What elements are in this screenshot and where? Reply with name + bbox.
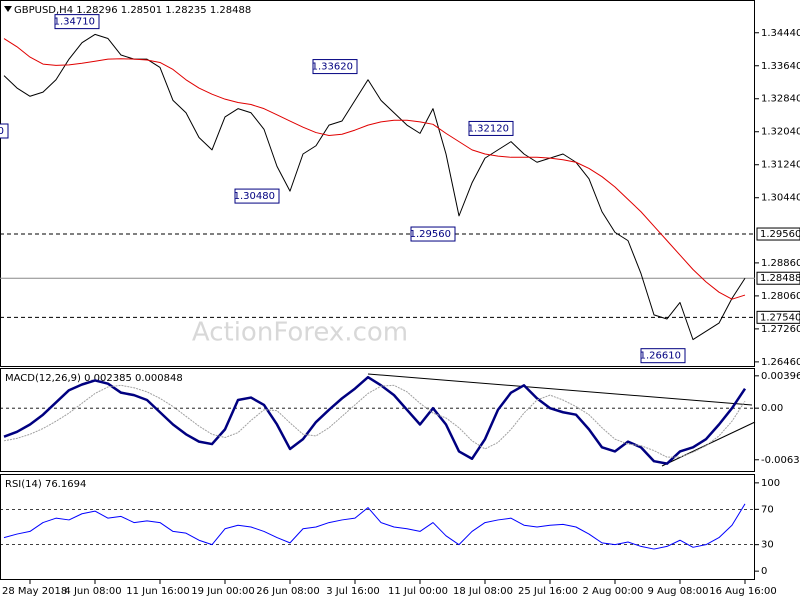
x-tick-label: 18 Jul 08:00 xyxy=(453,586,513,597)
x-tick-label: 19 Jun 00:00 xyxy=(191,586,255,597)
y-tick-label: 1.27260 xyxy=(761,324,800,335)
annotation-label: 0 xyxy=(0,126,4,137)
x-tick-label: 28 May 2018 xyxy=(2,586,67,597)
y-tick-label: 30 xyxy=(761,540,774,551)
x-tick-label: 16 Aug 16:00 xyxy=(709,586,776,597)
annotation-box xyxy=(468,120,514,136)
panel-title: RSI(14) 76.1694 xyxy=(5,479,86,490)
y-tick-label: 1.26460 xyxy=(761,357,800,368)
annotation-label: 1.26610 xyxy=(640,351,681,362)
annotation-box xyxy=(640,348,686,364)
x-tick-label: 11 Jun 16:00 xyxy=(126,586,190,597)
price-label: 1.27540 xyxy=(760,312,800,323)
panel-title: MACD(12,26,9) 0.002385 0.000848 xyxy=(5,373,183,384)
y-tick-label: 1.32840 xyxy=(761,94,800,105)
annotation-label: 1.29560 xyxy=(410,229,451,240)
x-tick-label: 4 Jun 08:00 xyxy=(64,586,121,597)
y-tick-label: 1.28860 xyxy=(761,258,800,269)
y-tick-label: 0.003964 xyxy=(761,371,800,382)
y-tick-label: -0.006324 xyxy=(761,455,800,466)
annotation-box xyxy=(312,59,358,75)
panel-frames xyxy=(0,0,755,580)
annotation-label: 1.33620 xyxy=(312,62,353,73)
annotation-label: 1.30480 xyxy=(234,191,275,202)
annotation-box xyxy=(410,226,456,242)
price-panel xyxy=(0,0,755,367)
y-tick-label: 100 xyxy=(761,478,780,489)
y-tick-label: 1.32040 xyxy=(761,127,800,138)
annotation-box xyxy=(0,123,9,139)
x-tick-label: 11 Jul 00:00 xyxy=(388,586,448,597)
y-tick-label: 1.28060 xyxy=(761,291,800,302)
price-label: 1.29560 xyxy=(760,229,800,240)
watermark: ActionForex.com xyxy=(192,318,408,348)
annotation-label: 1.32120 xyxy=(468,123,509,134)
x-tick-label: 26 Jun 08:00 xyxy=(256,586,320,597)
annotation-box xyxy=(234,188,280,204)
series-line xyxy=(3,503,746,550)
macd-trendline xyxy=(367,373,753,406)
price-label-box xyxy=(756,227,800,241)
y-tick-label: 1.30440 xyxy=(761,193,800,204)
annotation-box xyxy=(54,14,100,30)
x-tick-label: 2 Aug 00:00 xyxy=(582,586,643,597)
y-tick-label: 1.34440 xyxy=(761,28,800,39)
y-tick-label: 1.33640 xyxy=(761,61,800,72)
y-tick-label: 0.00 xyxy=(761,403,783,414)
series-line xyxy=(3,384,746,458)
annotation-label: 1.34710 xyxy=(54,17,95,28)
series-line xyxy=(3,375,747,465)
rsi-panel xyxy=(0,474,755,580)
panel-title: GBPUSD,H4 1.28296 1.28501 1.28235 1.2848… xyxy=(14,5,251,16)
y-tick-label: 1.31240 xyxy=(761,160,800,171)
x-tick-label: 25 Jul 16:00 xyxy=(518,586,578,597)
macd-panel xyxy=(0,368,755,472)
x-tick-label: 3 Jul 16:00 xyxy=(326,586,380,597)
price-label-box xyxy=(756,310,800,324)
y-tick-label: 0 xyxy=(761,566,767,577)
title-icon xyxy=(4,6,12,12)
series-line xyxy=(3,33,746,341)
y-tick-label: 70 xyxy=(761,504,774,515)
price-label: 1.28488 xyxy=(760,273,800,284)
price-label-box xyxy=(756,271,800,285)
x-tick-label: 9 Aug 08:00 xyxy=(647,586,708,597)
series-line xyxy=(3,38,746,300)
